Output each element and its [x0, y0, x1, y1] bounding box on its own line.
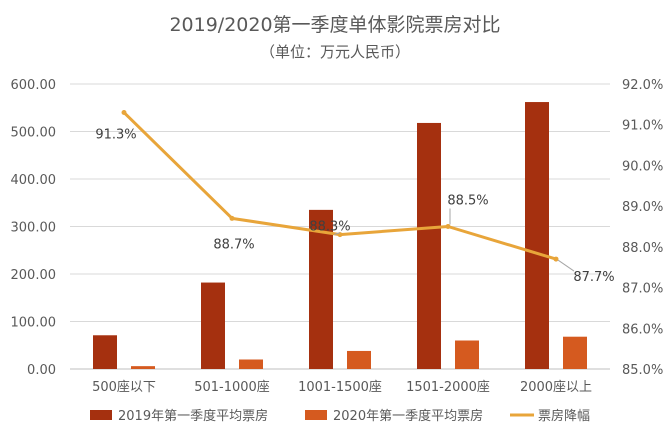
line-point — [553, 256, 559, 262]
right-tick-label: 88.0% — [622, 241, 663, 256]
bar-2019 — [525, 102, 549, 370]
bar-2020 — [455, 340, 479, 369]
legend-label: 2020年第一季度平均票房 — [333, 408, 483, 424]
right-tick-label: 89.0% — [622, 200, 663, 215]
leader-line — [557, 259, 575, 272]
left-tick-label: 200.00 — [11, 268, 57, 283]
bar-2019 — [417, 122, 441, 369]
category-label: 1501-2000座 — [406, 380, 490, 395]
leader-lines — [333, 208, 575, 272]
right-tick-label: 91.0% — [622, 119, 663, 134]
bar-2020 — [131, 366, 155, 369]
data-labels: 91.3% 88.7% 88.3% 88.5% 87.7% — [95, 128, 614, 286]
category-labels: 500座以下 501-1000座 1001-1500座 1501-2000座 2000座… — [92, 380, 592, 395]
left-axis: 0.00 100.00 200.00 300.00 400.00 500.00 600.00 — [11, 78, 57, 378]
line-point — [445, 224, 451, 229]
legend-swatch — [90, 410, 112, 420]
category-label: 1001-1500座 — [298, 380, 382, 395]
bar-2019 — [201, 282, 225, 369]
right-tick-label: 92.0% — [622, 78, 663, 93]
legend-swatch — [305, 410, 327, 420]
leader-line — [333, 232, 341, 236]
category-label: 2000座以上 — [520, 380, 592, 395]
bar-2020 — [563, 336, 587, 369]
line-series — [121, 110, 559, 262]
right-tick-label: 90.0% — [622, 159, 663, 174]
legend-label: 票房降幅 — [538, 408, 590, 424]
data-label: 88.7% — [213, 237, 254, 252]
gridlines — [70, 83, 610, 322]
bar-2020 — [239, 359, 263, 369]
data-label: 88.5% — [447, 194, 488, 209]
legend: 2019年第一季度平均票房 2020年第一季度平均票房 票房降幅 — [90, 408, 590, 424]
right-tick-label: 85.0% — [622, 363, 663, 378]
data-label: 91.3% — [95, 128, 136, 143]
category-label: 501-1000座 — [194, 380, 270, 395]
left-tick-label: 400.00 — [11, 173, 57, 188]
bar-2019 — [93, 335, 117, 369]
left-tick-label: 600.00 — [11, 78, 57, 93]
category-label: 500座以下 — [92, 380, 156, 395]
left-tick-label: 500.00 — [11, 126, 57, 141]
chart-title: 2019/2020第一季度单体影院票房对比 — [169, 14, 500, 36]
line-point — [229, 215, 235, 221]
bar-series — [93, 102, 587, 370]
bar-2020 — [347, 350, 371, 369]
left-tick-label: 0.00 — [27, 363, 56, 378]
left-tick-label: 300.00 — [11, 221, 57, 236]
right-axis: 85.0% 86.0% 87.0% 88.0% 89.0% 90.0% 91.0% 92.0% — [622, 78, 663, 378]
bar-2019 — [309, 209, 333, 369]
line-point — [121, 110, 127, 115]
legend-label: 2019年第一季度平均票房 — [118, 408, 268, 424]
left-tick-label: 100.00 — [11, 316, 57, 331]
data-label: 88.3% — [309, 220, 350, 235]
chart-subtitle: （单位：万元人民币） — [260, 43, 410, 61]
data-label: 87.7% — [573, 270, 614, 285]
right-tick-label: 87.0% — [622, 282, 663, 297]
right-tick-label: 86.0% — [622, 322, 663, 337]
